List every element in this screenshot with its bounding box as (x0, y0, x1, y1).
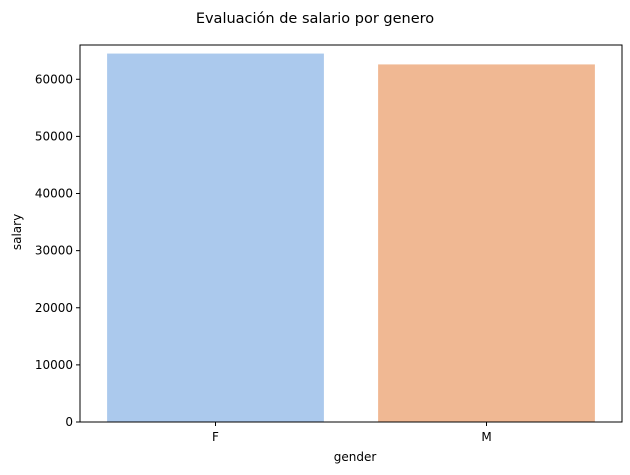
y-tick-label: 60000 (35, 72, 73, 86)
y-tick-label: 20000 (35, 301, 73, 315)
y-axis-label: salary (10, 214, 24, 250)
y-tick-label: 40000 (35, 187, 73, 201)
x-tick-label: M (481, 430, 491, 444)
bar-f (107, 53, 324, 423)
x-axis-label: gender (334, 450, 377, 464)
y-tick-label: 10000 (35, 358, 73, 372)
y-tick-label: 30000 (35, 244, 73, 258)
x-tick-label: F (212, 430, 219, 444)
y-tick-label: 50000 (35, 129, 73, 143)
bar-m (378, 64, 595, 423)
plot-frame (79, 44, 623, 423)
chart-title: Evaluación de salario por genero (196, 11, 434, 27)
y-tick-label: 0 (65, 415, 73, 429)
plot-area: F M 0 10000 20000 30000 40000 50000 60000 (35, 44, 623, 444)
